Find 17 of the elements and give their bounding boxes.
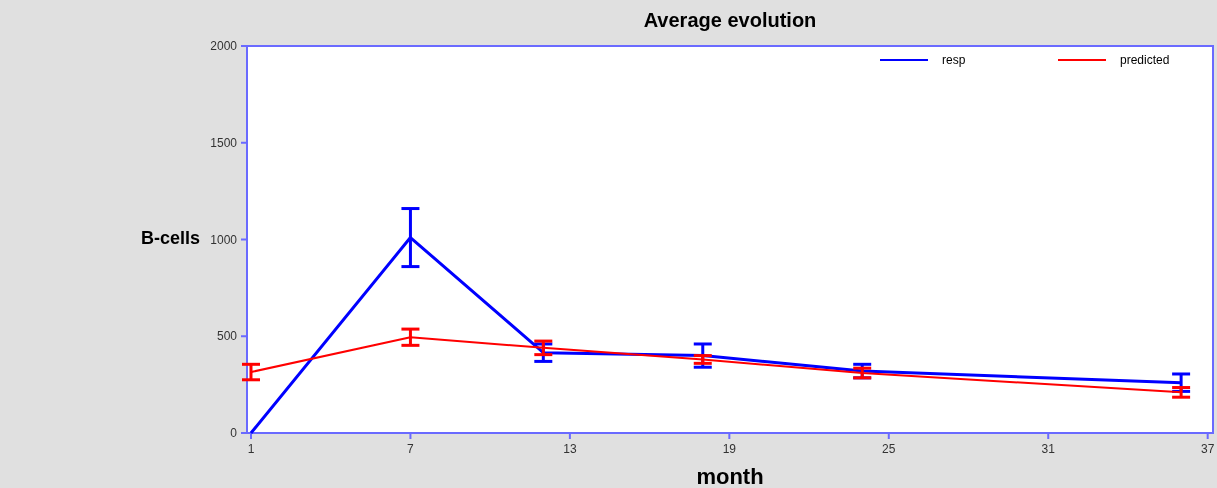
y-tick-label: 0: [230, 426, 238, 440]
y-tick-label: 500: [216, 329, 238, 344]
legend-label: resp: [942, 53, 966, 67]
y-tick-label: 1000: [210, 232, 238, 247]
x-tick-label: 37: [1201, 442, 1215, 456]
x-tick-label: 1: [247, 442, 255, 456]
y-axis-title: B-cells: [140, 228, 200, 248]
x-tick-label: 25: [882, 442, 896, 456]
y-tick-label: 2000: [210, 39, 238, 53]
y-tick-label: 1500: [210, 135, 238, 150]
x-tick-label: 13: [563, 442, 577, 456]
chart-title: Average evolution: [643, 9, 817, 31]
legend-label: predicted: [1120, 53, 1170, 67]
x-tick-label: 19: [722, 442, 737, 456]
x-tick-label: 7: [407, 442, 415, 456]
x-tick-label: 31: [1041, 442, 1056, 456]
x-axis-title: month: [696, 464, 764, 488]
